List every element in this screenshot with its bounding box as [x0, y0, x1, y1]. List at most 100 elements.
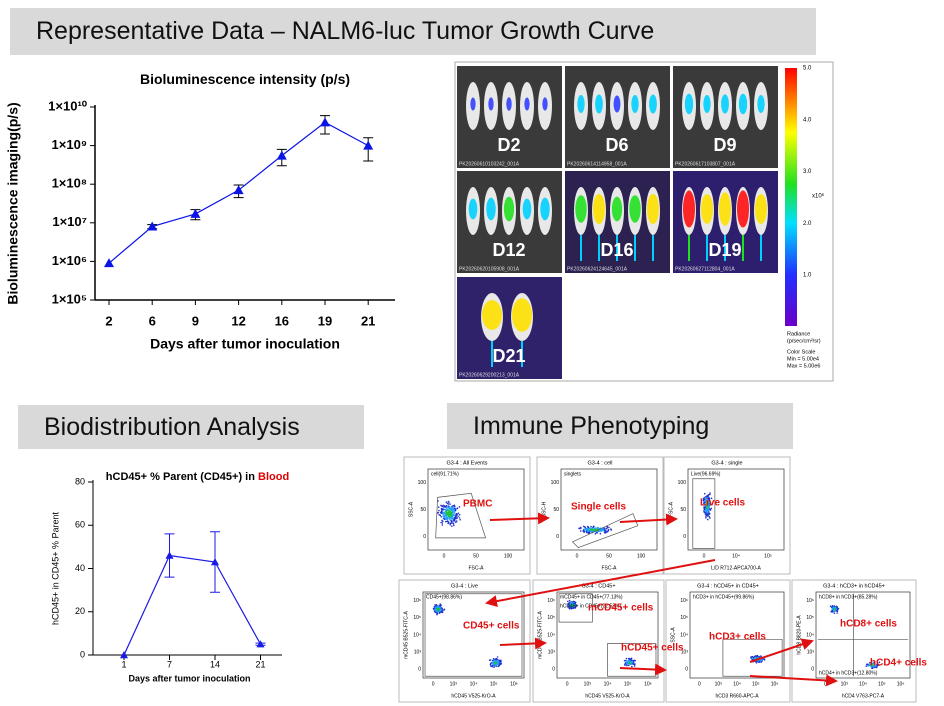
day-label: D12 — [492, 240, 525, 260]
event-dot — [706, 509, 709, 512]
signal — [488, 97, 494, 111]
event-dot — [706, 518, 709, 521]
event-dot — [450, 522, 453, 524]
data-point — [165, 551, 174, 559]
file-name: PK20260627112804_001A — [675, 266, 735, 272]
signal — [575, 195, 587, 223]
event-dot — [570, 607, 572, 609]
x-tick-label: 21 — [361, 313, 375, 328]
signal — [649, 94, 657, 114]
chart: Bioluminescence intensity (p/s) 1×10⁵ 1×10… — [5, 71, 395, 352]
data-point — [120, 651, 128, 659]
gate — [435, 492, 487, 539]
event-dot — [434, 606, 437, 609]
chart-title-text: hCD45+ % Parent (CD45+) in — [106, 471, 258, 483]
event-dot — [594, 533, 597, 535]
event-dot — [706, 501, 708, 504]
event-dot — [497, 661, 499, 664]
event-dot — [572, 600, 575, 603]
event-dot — [599, 532, 602, 535]
event-dot — [459, 518, 462, 521]
event-dot — [874, 665, 876, 668]
plot-frame — [536, 456, 664, 575]
y-tick-label: 50 — [420, 507, 426, 513]
color-tick-label: 3.0 — [803, 169, 812, 175]
event-dot — [458, 514, 461, 516]
flow-panel: G3-4 : All Events cell(91.71%) 0 50 100 100 50… — [398, 456, 927, 703]
signal — [629, 195, 641, 223]
event-dot — [449, 503, 451, 505]
event-dot — [601, 528, 604, 531]
event-dot — [454, 517, 457, 519]
event-dot — [445, 501, 448, 503]
imaging-image: D16 PK20260624124645_001A — [565, 171, 670, 273]
event-dot — [626, 663, 628, 666]
event-dot — [583, 530, 585, 532]
event-dot — [449, 519, 452, 522]
header-title: Representative Data – NALM6-luc Tumor Gr… — [10, 8, 816, 55]
event-dot — [623, 659, 626, 662]
event-dot — [443, 608, 446, 611]
flow-plot: G3-4 : CD45+ mCD45+ in CD45+(77.13%) hCD45… — [532, 579, 665, 703]
flow-arrow — [619, 663, 667, 676]
event-dot — [436, 606, 439, 608]
y-tick-label: 0 — [683, 534, 686, 540]
event-dot — [572, 605, 574, 607]
event-dot — [705, 517, 707, 519]
event-dot — [437, 506, 440, 509]
file-name: PK20260620105908_001A — [459, 266, 520, 272]
color-title: (p/sec/cm²/sr) — [787, 338, 821, 344]
y-tick-label: 10³ — [681, 650, 689, 656]
event-dot — [444, 513, 447, 516]
event-dot — [434, 604, 436, 606]
plot-area — [422, 591, 525, 679]
event-dot — [450, 520, 453, 523]
event-dot — [448, 506, 450, 509]
event-dot — [441, 505, 443, 507]
event-dot — [497, 663, 499, 666]
event-dot — [610, 528, 612, 530]
plot-area — [556, 591, 659, 679]
imaging-image: D9 PK20260617103807_001A — [673, 66, 778, 168]
event-dot — [703, 510, 705, 512]
color-note: Min = 5.00e4 — [787, 356, 819, 362]
y-tick-label: 10⁵ — [547, 615, 555, 621]
event-dot — [708, 503, 710, 505]
signal — [468, 198, 478, 220]
event-dot — [833, 606, 836, 609]
event-dot — [703, 492, 706, 495]
event-dot — [491, 659, 494, 662]
event-dot — [568, 607, 571, 610]
event-dot — [589, 527, 592, 530]
x-tick-label: 10⁵ — [764, 553, 772, 559]
event-dot — [568, 599, 571, 602]
event-dot — [442, 515, 445, 518]
y-tick-label: 10⁶ — [413, 598, 421, 604]
y-tick-label: 50 — [553, 507, 559, 513]
y-tick-label: 1×10¹⁰ — [48, 98, 88, 113]
x-tick-label: 7 — [167, 659, 172, 669]
data-point — [233, 185, 244, 195]
x-tick-label: 10⁶ — [771, 681, 779, 687]
event-dot — [441, 524, 444, 526]
event-dot — [449, 523, 451, 526]
x-tick-label: 6 — [149, 313, 156, 328]
plot-title: G3-4 : Live — [451, 583, 478, 589]
event-dot — [572, 607, 575, 609]
event-dot — [709, 493, 711, 496]
x-tick-label: 10⁴ — [733, 681, 741, 687]
flow-plot: G3-4 : single Live(96.69%) 0 10⁴ 10⁵ 100 50 0 L/… — [663, 456, 791, 575]
y-tick-label: 10⁵ — [806, 615, 814, 621]
event-dot — [867, 665, 869, 667]
gate-label: hCD45+ in CD45+(22.53%) — [560, 603, 621, 609]
event-dot — [441, 519, 443, 522]
x-tick-label: 10⁵ — [490, 681, 498, 687]
day-label: D16 — [600, 240, 633, 260]
x-tick-label: 100 — [637, 553, 646, 559]
event-dot — [586, 529, 588, 531]
event-dot — [586, 531, 588, 534]
event-dot — [450, 513, 453, 515]
event-dot — [582, 525, 585, 528]
y-tick-label: 100 — [418, 480, 427, 486]
signal — [684, 93, 694, 115]
